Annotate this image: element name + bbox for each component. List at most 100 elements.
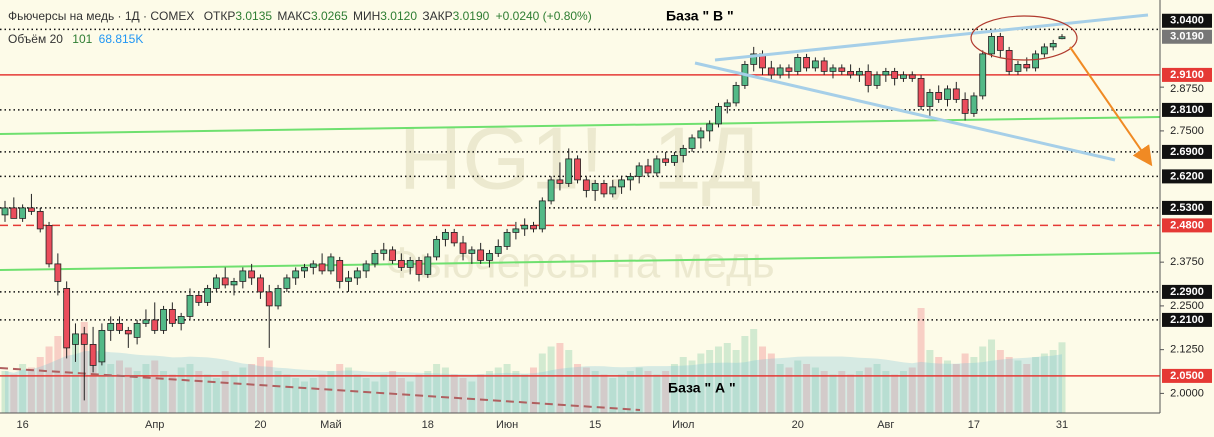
candle-body (609, 186, 617, 195)
volume-bar (899, 371, 907, 413)
candle-body (494, 245, 502, 254)
volume-bar (847, 374, 855, 413)
candle-body (988, 36, 995, 55)
x-tick-label: 18 (422, 419, 434, 431)
volume-bar (397, 378, 405, 413)
volume-bar (979, 346, 987, 413)
candle-body (856, 71, 863, 76)
volume-bar (574, 364, 582, 413)
volume-bar (89, 350, 97, 413)
volume-bar (767, 353, 775, 413)
candle-body (1023, 64, 1031, 69)
candle-body (397, 259, 405, 268)
candle-body (838, 67, 846, 72)
volume-bar (512, 371, 520, 413)
candle-body (292, 270, 300, 279)
candle-body (626, 175, 634, 181)
candle-body (486, 252, 493, 261)
volume-bar (503, 364, 511, 413)
candle-body (671, 154, 678, 163)
candle-body (424, 256, 432, 275)
volume-bar (36, 357, 44, 413)
candle-body (715, 106, 722, 125)
level-label: 2.4800 (1170, 219, 1204, 231)
legend-value: 3.0265 (311, 9, 348, 23)
arrow (1069, 46, 1153, 167)
candle-body (177, 315, 185, 324)
volume-bar (133, 371, 141, 413)
candle-body (283, 277, 291, 289)
level-label-box (1162, 312, 1212, 327)
level-label-box (1162, 218, 1212, 233)
candle-body (477, 249, 485, 261)
candle-body (970, 95, 978, 114)
volume-bar (168, 374, 176, 413)
volume-bar (820, 371, 828, 413)
candle-body (574, 158, 581, 181)
candle-body (820, 60, 828, 72)
legend-value: 3.0120 (380, 9, 417, 23)
volume-bar (626, 371, 634, 413)
volume-bar (873, 364, 881, 413)
volume-bar (230, 374, 238, 413)
volume-pane (1, 308, 1066, 413)
volume-bar (1049, 350, 1057, 413)
y-tick-label: 2.7500 (1170, 125, 1204, 137)
volume-last: 101 (72, 32, 92, 46)
level-label-box (1162, 13, 1212, 28)
candle-body (116, 322, 123, 331)
x-tick-label: 31 (1056, 419, 1068, 431)
candle-body (151, 319, 159, 331)
candle-body (336, 259, 344, 282)
candle-body (706, 123, 714, 132)
candle-body (415, 259, 423, 275)
volume-bar (538, 353, 546, 413)
volume-bar (697, 353, 705, 413)
volume-bar (433, 364, 441, 413)
candle-body (811, 60, 819, 69)
legend-value: 3.0135 (235, 9, 272, 23)
volume-bar (424, 371, 432, 413)
volume-bar (1032, 357, 1040, 413)
volume-bar (565, 350, 573, 413)
last-price-label: 3.0190 (1170, 31, 1204, 43)
candle-body (248, 270, 256, 279)
candle-body (257, 277, 264, 293)
candle-body (723, 102, 731, 107)
volume-bar (309, 378, 317, 413)
candle-body (547, 179, 555, 202)
volume-bar (345, 367, 353, 413)
axis-labels: 16 Апр 20 Май 18 Июн 15 Июл 20 Авг 17 31 3.0400 2.910… (16, 13, 1212, 431)
candle-body (864, 71, 872, 86)
volume-bar (670, 364, 678, 413)
volume-bar (389, 371, 397, 413)
volume-bar (212, 378, 220, 413)
volume-bar (292, 378, 300, 413)
level-label-box (1162, 284, 1212, 299)
volume-bar (714, 346, 722, 413)
candle-body (221, 277, 229, 286)
candle-body (750, 53, 758, 65)
legend-change: +0.0240 (+0.80%) (496, 9, 592, 23)
volume-bar (653, 374, 661, 413)
candle-body (362, 263, 370, 272)
y-tick-label: 2.2500 (1170, 300, 1204, 312)
legend-label: ОТКР (204, 9, 236, 23)
volume-bar (10, 374, 18, 413)
volume-bar (54, 336, 62, 413)
volume-bar (838, 371, 846, 413)
candle-body (124, 329, 132, 335)
candle-body (917, 78, 925, 107)
volume-label: Объём (8, 32, 46, 46)
volume-bar (468, 381, 476, 413)
volume-ma: 68.815K (99, 32, 144, 46)
volume-ma-period: 20 (50, 32, 64, 46)
volume-bar (124, 367, 132, 413)
level-label: 2.2100 (1170, 314, 1204, 326)
candle-body (318, 263, 326, 272)
candle-body (538, 200, 546, 230)
volume-bar (1023, 364, 1031, 413)
candle-body (767, 67, 775, 76)
volume-bar (635, 367, 643, 413)
